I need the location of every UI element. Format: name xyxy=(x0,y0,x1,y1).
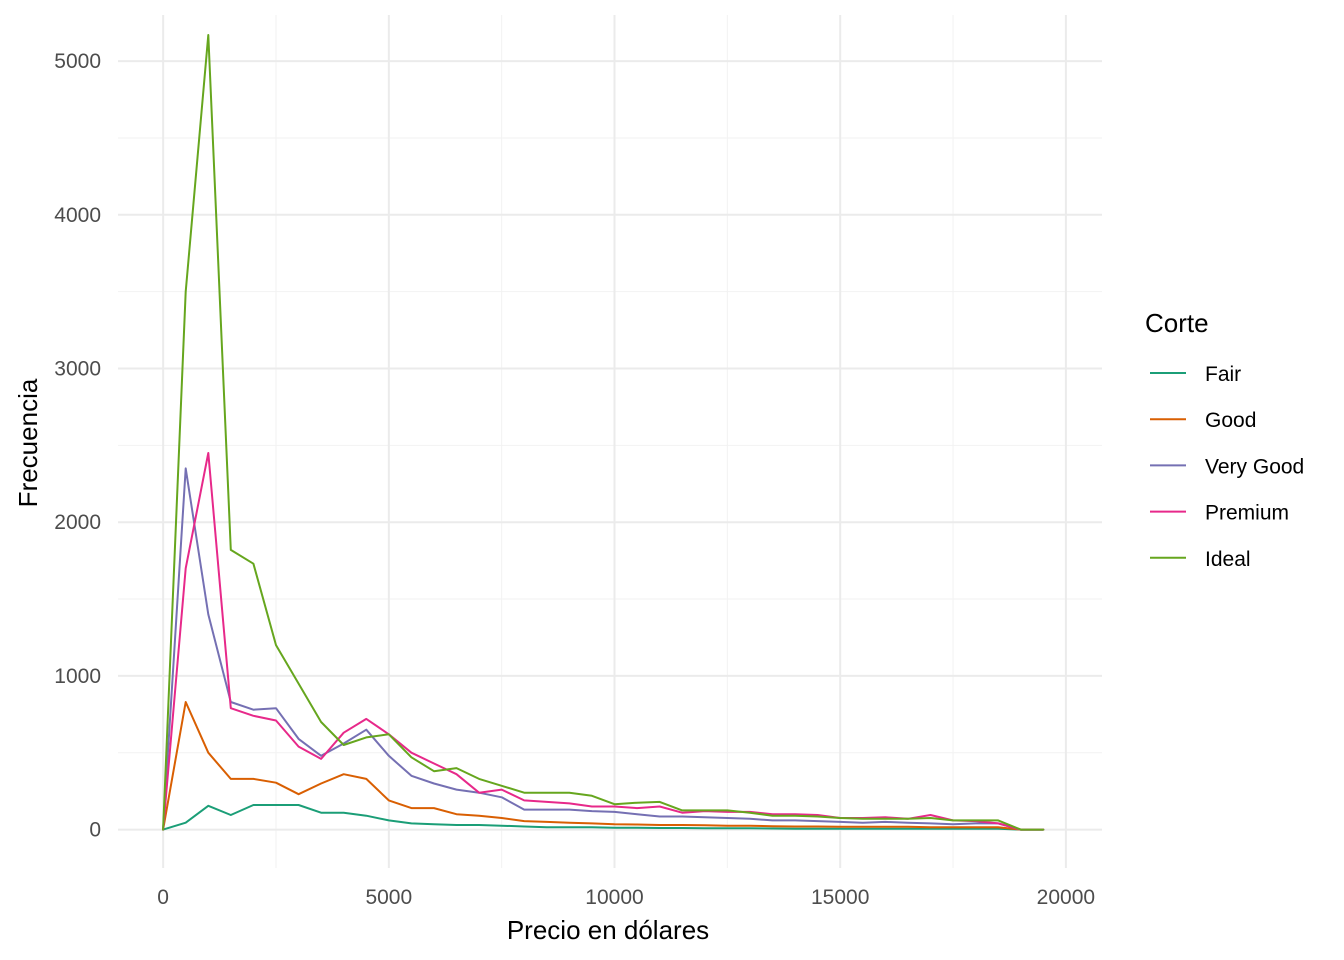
legend-label-ideal: Ideal xyxy=(1205,548,1251,571)
y-tick-label: 2000 xyxy=(54,511,101,534)
grid-lines xyxy=(118,15,1102,868)
legend-label-fair: Fair xyxy=(1205,363,1241,386)
legend-label-premium: Premium xyxy=(1205,502,1289,525)
x-tick-label: 5000 xyxy=(365,886,412,909)
series-lines xyxy=(162,34,1045,831)
y-axis-title: Frecuencia xyxy=(13,378,43,507)
y-tick-label: 1000 xyxy=(54,665,101,688)
legend-label-good: Good xyxy=(1205,409,1256,432)
x-tick-label: 20000 xyxy=(1037,886,1095,909)
series-line-fair xyxy=(162,804,1045,831)
x-tick-label: 10000 xyxy=(585,886,643,909)
legend-items: Fair Good Very Good Premium Ideal xyxy=(1150,363,1304,571)
y-tick-label: 4000 xyxy=(54,204,101,227)
x-tick-label: 15000 xyxy=(811,886,869,909)
x-axis-ticks: 0 5000 10000 15000 20000 xyxy=(157,886,1095,909)
y-tick-label: 5000 xyxy=(54,50,101,73)
legend-title: Corte xyxy=(1145,308,1209,338)
y-axis-ticks: 0 1000 2000 3000 4000 5000 xyxy=(54,50,101,841)
x-axis-title: Precio en dólares xyxy=(507,915,709,945)
series-line-good xyxy=(162,701,1045,831)
x-tick-label: 0 xyxy=(157,886,169,909)
y-tick-label: 3000 xyxy=(54,357,101,380)
legend: Corte Fair Good Very Good Premium Ideal xyxy=(1145,308,1304,571)
y-tick-label: 0 xyxy=(89,819,101,842)
series-line-ideal xyxy=(162,34,1045,831)
series-line-very-good xyxy=(162,467,1045,831)
legend-label-very-good: Very Good xyxy=(1205,455,1304,478)
